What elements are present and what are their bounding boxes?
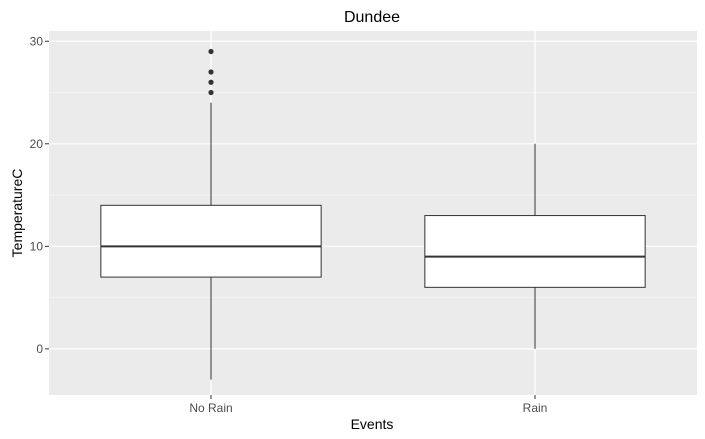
y-axis-title: TemperatureC — [9, 169, 25, 258]
outlier-point — [208, 69, 214, 75]
outlier-point — [208, 48, 214, 55]
y-tick-label: 10 — [30, 239, 44, 253]
minor-gridlines — [49, 92, 697, 298]
outlier-point — [208, 79, 214, 85]
y-tick-label: 20 — [30, 137, 44, 151]
box-iqr — [100, 204, 322, 278]
x-axis-title: Events — [351, 416, 394, 432]
box-iqr — [424, 215, 646, 288]
x-tick-label: Rain — [523, 401, 548, 415]
chart-title: Dundee — [344, 9, 400, 26]
y-tick-label: 0 — [36, 342, 43, 356]
y-tick-label: 30 — [30, 34, 44, 48]
x-tick-label: No Rain — [189, 401, 232, 415]
y-axis: 0 10 20 30 — [30, 34, 49, 356]
outlier-point — [208, 89, 214, 96]
x-axis: No Rain Rain — [189, 395, 547, 415]
box-series — [100, 48, 646, 380]
